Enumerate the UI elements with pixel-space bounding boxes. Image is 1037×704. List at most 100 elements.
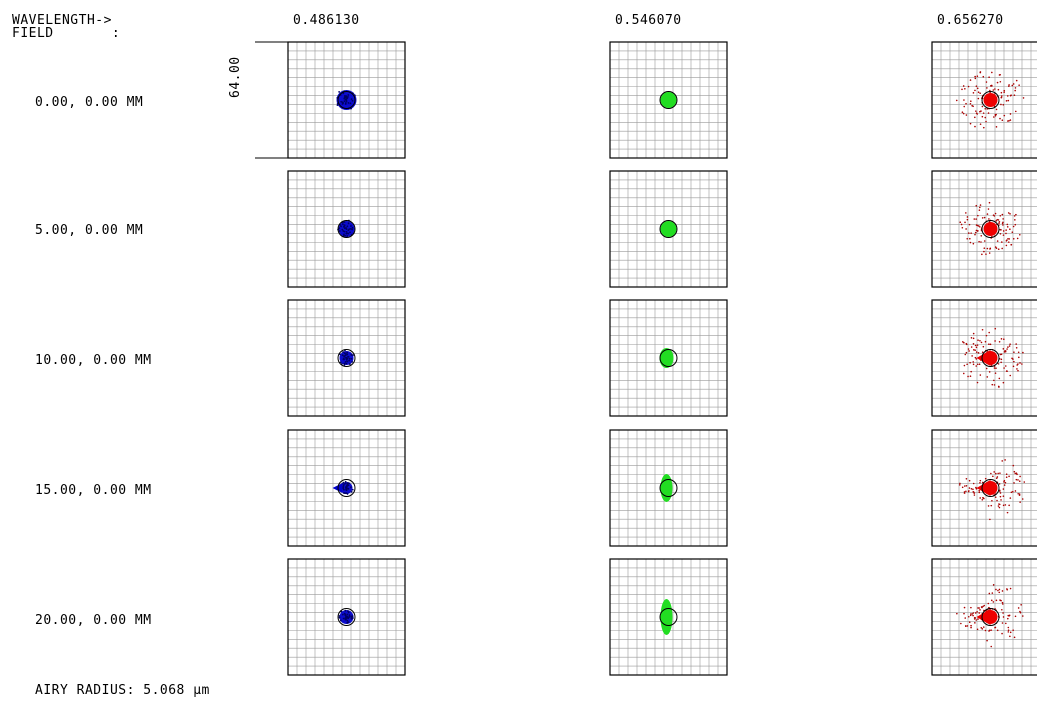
ray-point (999, 353, 1002, 356)
ray-point (345, 231, 348, 233)
ray-point (1009, 343, 1011, 345)
ray-point (984, 340, 987, 343)
ray-point (998, 489, 1001, 492)
ray-point (342, 486, 345, 489)
ray-point (1018, 494, 1021, 496)
ray-point (978, 489, 980, 492)
panel-frame (931, 429, 1037, 547)
ray-point (966, 218, 969, 221)
ray-point (1010, 491, 1013, 494)
ray-point (969, 79, 972, 81)
ray-point (1013, 482, 1015, 484)
spot-panel (287, 170, 406, 288)
ray-point (975, 218, 977, 220)
ray-point (979, 481, 981, 484)
ray-point (343, 492, 345, 494)
ray-point (1000, 96, 1003, 99)
ray-point (351, 99, 354, 102)
ray-point (979, 123, 982, 125)
ray-point (993, 471, 995, 473)
ray-point (966, 625, 969, 627)
airy-circle (981, 220, 1000, 238)
ray-point (1013, 636, 1016, 639)
ray-point (968, 350, 970, 352)
ray-point (345, 492, 348, 495)
panel-frame (287, 299, 406, 417)
ray-point (994, 496, 997, 498)
ray-point (971, 355, 973, 357)
ray-point (1003, 481, 1005, 483)
ray-point (346, 483, 349, 486)
ray-point (975, 85, 978, 88)
ray-point (1009, 213, 1011, 215)
ray-point (345, 100, 348, 103)
ray-point (349, 231, 351, 234)
spot-panel (287, 299, 406, 417)
ray-point (990, 472, 992, 475)
ray-point (1021, 498, 1024, 500)
airy-circle (337, 91, 356, 109)
ray-point (1007, 617, 1009, 620)
ray-point (352, 354, 354, 356)
ray-point (972, 343, 975, 345)
ray-point (966, 216, 969, 218)
ray-point (982, 345, 985, 348)
ray-point (989, 89, 991, 92)
ray-point (1007, 212, 1010, 214)
ray-point (963, 612, 965, 615)
ray-point (975, 346, 978, 349)
ray-point (1009, 635, 1011, 638)
ray-point (1006, 588, 1008, 590)
ray-point (962, 112, 965, 115)
ray-point (1002, 234, 1005, 236)
ray-point (983, 247, 986, 249)
ray-point (992, 584, 995, 586)
ray-point (342, 617, 345, 620)
ray-point (977, 339, 979, 341)
ray-point (1011, 490, 1014, 493)
ray-point (1007, 120, 1009, 122)
ray-point (969, 614, 972, 617)
ray-point (961, 111, 964, 114)
ray-point (995, 599, 998, 602)
ray-point (964, 221, 966, 224)
ray-point (999, 80, 1002, 83)
ray-point (343, 233, 345, 236)
ray-point (346, 619, 349, 622)
ray-point (342, 481, 345, 484)
ray-point (987, 208, 990, 210)
airy-circle (659, 608, 678, 626)
ray-point (995, 247, 998, 249)
ray-point (344, 234, 346, 237)
ray-point (970, 488, 973, 490)
ray-point (347, 355, 349, 358)
ray-point (345, 99, 348, 101)
ray-point (343, 221, 346, 223)
panel-frame (931, 170, 1037, 288)
airy-circle (337, 608, 356, 626)
ray-point (988, 218, 990, 220)
ray-point (997, 505, 1000, 507)
ray-point (972, 337, 975, 340)
ray-point (1005, 622, 1007, 625)
ray-point (972, 105, 974, 108)
ray-point (963, 364, 966, 367)
airy-radius-label: AIRY RADIUS: 5.068 µm (35, 683, 210, 698)
ray-point (339, 361, 342, 364)
ray-point (342, 92, 345, 95)
field-label-2: 5.00, 0.00 MM (35, 223, 144, 238)
ray-point (1014, 110, 1017, 113)
spot-panel (609, 170, 728, 288)
ray-point (984, 116, 987, 119)
spot-core (983, 93, 998, 107)
spot-panel (287, 558, 406, 676)
ray-point (980, 241, 982, 243)
ray-point (965, 490, 967, 493)
ray-point (976, 381, 979, 384)
ray-point (1001, 608, 1003, 611)
airy-circle (981, 91, 1000, 109)
ray-point (980, 110, 982, 112)
field-label-3: 10.00, 0.00 MM (35, 353, 152, 368)
ray-point (1013, 215, 1016, 217)
